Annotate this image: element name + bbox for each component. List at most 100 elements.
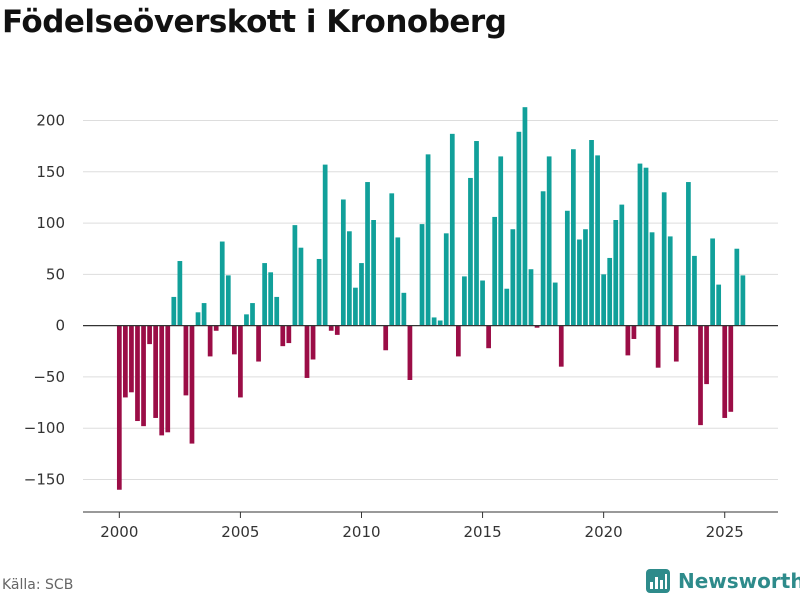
bar (583, 229, 588, 326)
bar (425, 154, 431, 326)
y-axis: −150 −100 −50 0 50 100 150 200 (24, 112, 65, 489)
x-tick-label: 2000 (100, 523, 138, 541)
bar (231, 325, 237, 355)
bar (147, 325, 152, 345)
bar (207, 325, 213, 357)
bar (510, 229, 516, 326)
bar (340, 199, 346, 326)
brand-logo[interactable]: Newsworthy (645, 568, 800, 594)
bar (322, 164, 328, 326)
bar (213, 325, 219, 331)
bar (740, 275, 746, 326)
bar (334, 325, 340, 335)
bar (698, 325, 703, 426)
bar (540, 191, 546, 326)
y-tick-label: 200 (36, 112, 65, 130)
bar (298, 247, 304, 326)
y-tick-label: −50 (33, 368, 65, 386)
bar (655, 325, 661, 368)
y-tick-label: 150 (36, 163, 65, 181)
bar (625, 325, 631, 356)
bar (389, 193, 395, 326)
bar (359, 263, 364, 326)
bar (189, 325, 195, 444)
bar (201, 303, 207, 326)
bar (238, 325, 243, 398)
bar (165, 325, 171, 433)
bar (462, 276, 467, 326)
bars (116, 107, 746, 490)
bar (643, 167, 649, 326)
bar (710, 238, 715, 326)
bar (522, 107, 528, 326)
x-tick-label: 2010 (342, 523, 380, 541)
bar (256, 325, 261, 362)
bar (310, 325, 316, 360)
x-tick-label: 2025 (706, 523, 744, 541)
bar (219, 241, 225, 326)
bar (401, 292, 407, 326)
y-tick-label: −150 (24, 470, 65, 488)
bar (516, 131, 522, 326)
bar (280, 325, 286, 347)
bar (589, 140, 594, 326)
bar (244, 314, 249, 326)
bar (631, 325, 637, 339)
bar (419, 224, 425, 326)
bar (183, 325, 189, 396)
brand-name: Newsworthy (678, 569, 800, 593)
bar (722, 325, 728, 418)
bar (407, 325, 413, 380)
source-label: Källa: SCB (2, 577, 74, 593)
x-tick-label: 2015 (463, 523, 501, 541)
x-tick-label: 2020 (585, 523, 623, 541)
bar (395, 237, 401, 326)
bar (504, 288, 510, 326)
bar (328, 325, 334, 331)
bar (116, 325, 122, 490)
x-axis: 2000 2005 2010 2015 2020 2025 (83, 511, 778, 541)
bar (552, 282, 558, 326)
bar (316, 258, 322, 326)
bar (141, 325, 146, 427)
bar (304, 325, 310, 378)
bar (528, 269, 534, 326)
bar (129, 325, 134, 393)
bar-chart-logo-icon (646, 569, 670, 593)
bar (595, 155, 600, 326)
bar (667, 236, 673, 326)
bar (195, 312, 201, 326)
bar (558, 325, 564, 367)
bar (613, 220, 619, 326)
bar (268, 272, 274, 326)
bar (286, 325, 292, 344)
bar (177, 261, 183, 326)
bar (123, 325, 128, 398)
bar (546, 156, 552, 326)
gridlines (83, 120, 778, 480)
chart-title: Födelseöverskott i Kronoberg (2, 4, 507, 40)
bar (728, 325, 734, 412)
bar (153, 325, 159, 418)
bar (455, 325, 461, 357)
bar (347, 231, 352, 326)
bar (437, 320, 443, 326)
bar (262, 263, 267, 326)
bar (498, 156, 504, 326)
bar (577, 239, 582, 326)
bar (637, 163, 643, 326)
y-tick-label: 100 (36, 214, 65, 232)
bar (734, 248, 740, 326)
bar (486, 325, 491, 349)
bar (443, 233, 449, 326)
bar (607, 257, 613, 326)
bar (649, 232, 655, 326)
y-tick-label: −100 (24, 419, 65, 437)
bar (353, 287, 358, 326)
bar (431, 317, 437, 326)
y-tick-label: 50 (46, 265, 65, 283)
bar (171, 296, 177, 326)
bar (159, 325, 165, 436)
bar (564, 210, 570, 326)
